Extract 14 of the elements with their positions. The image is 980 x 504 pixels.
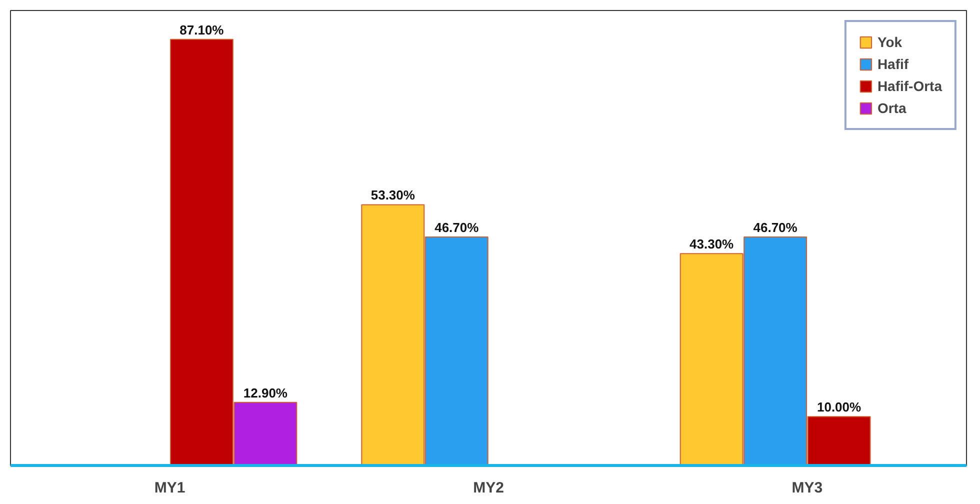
x-tick-label: MY1 <box>154 480 186 496</box>
data-label: 46.70% <box>753 220 798 236</box>
legend-label: Yok <box>877 34 902 50</box>
x-tick-label: MY3 <box>792 480 823 496</box>
x-tick-label: MY2 <box>473 480 504 496</box>
legend-label: Hafif-Orta <box>877 78 942 94</box>
data-label: 87.10% <box>180 22 224 38</box>
legend-label: Hafif <box>877 56 909 72</box>
data-label: 46.70% <box>434 220 480 236</box>
data-label: 43.30% <box>690 236 734 252</box>
data-label: 12.90% <box>243 385 288 400</box>
data-label: 10.00% <box>816 400 862 415</box>
data-label: 53.30% <box>370 188 416 203</box>
legend-label: Orta <box>877 100 906 116</box>
